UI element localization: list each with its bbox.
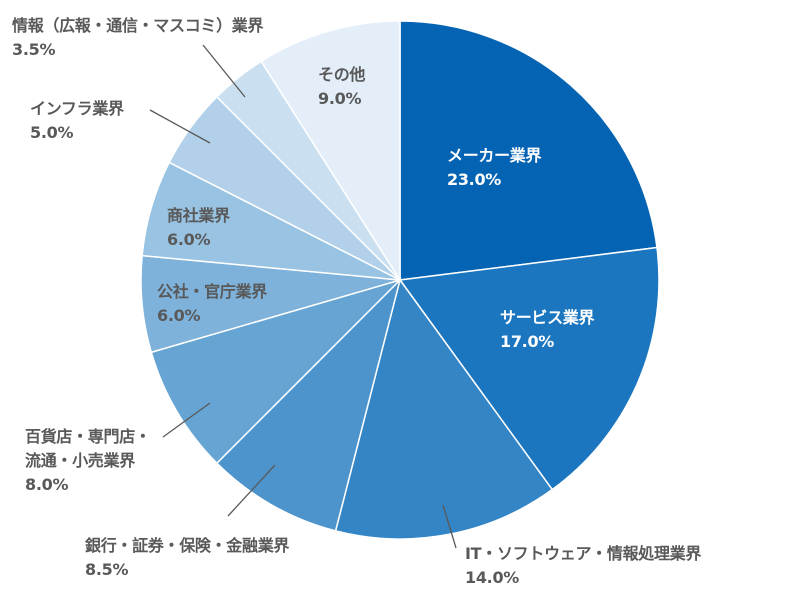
slice-value-label: 8.0% — [25, 475, 69, 494]
data-label: インフラ業界 5.0% — [30, 97, 124, 145]
slice-category-label: インフラ業界 — [30, 99, 124, 118]
pie-slice — [399, 20, 658, 281]
data-label: メーカー業界 23.0% — [447, 144, 542, 192]
pie-slice — [260, 20, 401, 283]
pie-slice — [215, 277, 402, 532]
data-label: 情報（広報・通信・マスコミ）業界 3.5% — [12, 14, 264, 62]
slice-category-label: IT・ソフトウェア・情報処理業界 — [465, 544, 702, 563]
slice-category-label: 公社・官庁業界 — [157, 282, 267, 301]
slice-value-label: 5.0% — [30, 123, 74, 142]
leader-line — [149, 109, 211, 144]
data-label: 銀行・証券・保険・金融業界 8.5% — [85, 534, 289, 582]
slice-value-label: 8.5% — [85, 560, 129, 579]
pie-slice — [150, 279, 401, 465]
slice-value-label: 6.0% — [167, 230, 211, 249]
leader-line — [227, 464, 276, 517]
data-label: その他 9.0% — [318, 63, 365, 111]
leader-line — [162, 402, 211, 438]
data-label: 公社・官庁業界 6.0% — [157, 280, 267, 328]
slice-value-label: 3.5% — [12, 40, 56, 59]
data-label: 商社業界 6.0% — [167, 204, 230, 252]
pie-slice — [334, 278, 554, 540]
slice-category-label: 商社業界 — [167, 206, 230, 225]
slice-category-label: 百貨店・専門店・ — [25, 427, 151, 446]
slice-value-label: 17.0% — [500, 332, 555, 351]
slice-value-label: 14.0% — [465, 568, 520, 587]
slice-value-label: 23.0% — [447, 170, 502, 189]
data-label: 百貨店・専門店・ 流通・小売業界 8.0% — [25, 425, 151, 497]
slice-value-label: 9.0% — [318, 89, 362, 108]
slice-category-label: 情報（広報・通信・マスコミ）業界 — [12, 16, 264, 35]
pie-slice — [398, 246, 660, 491]
slice-category-label: メーカー業界 — [447, 146, 542, 165]
leader-line — [202, 44, 246, 98]
data-label: IT・ソフトウェア・情報処理業界 14.0% — [465, 542, 701, 590]
data-label: サービス業界 17.0% — [500, 306, 595, 354]
slice-value-label: 6.0% — [157, 306, 201, 325]
leader-line — [442, 504, 457, 549]
slice-category-label: 銀行・証券・保険・金融業界 — [85, 536, 290, 555]
slice-category-label: その他 — [318, 65, 366, 84]
slice-category-label: 流通・小売業界 — [25, 451, 135, 470]
slice-category-label: サービス業界 — [500, 308, 595, 327]
